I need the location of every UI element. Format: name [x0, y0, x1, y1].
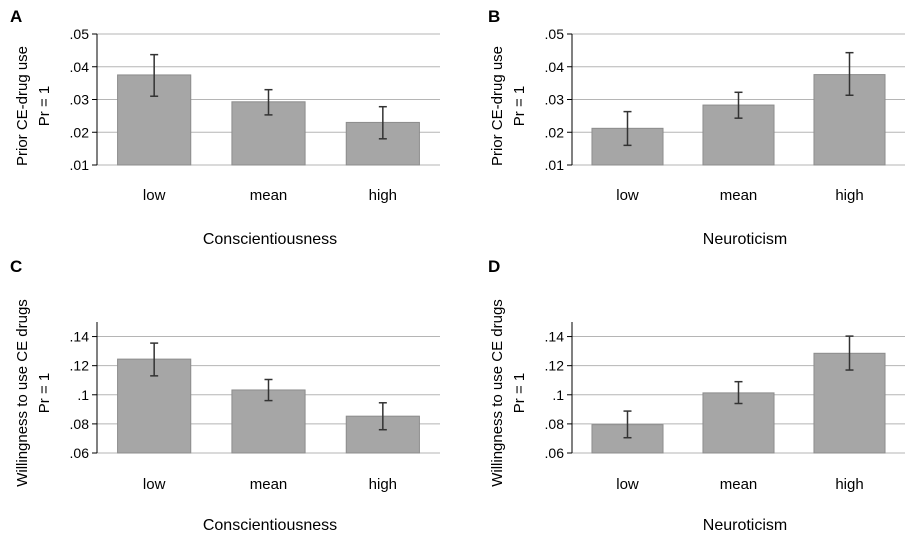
panel-letter: A	[10, 7, 22, 26]
x-axis-title: Neuroticism	[703, 231, 787, 248]
y-tick-label: .01	[70, 157, 90, 173]
y-axis-title: Willingness to use CE drugs	[489, 299, 506, 487]
x-tick-label: mean	[720, 187, 758, 204]
y-axis-title: Pr = 1	[511, 86, 528, 126]
bar-low	[591, 424, 664, 454]
y-tick-label: .12	[545, 358, 565, 374]
panel-letter: B	[488, 7, 500, 26]
x-tick-label: high	[369, 476, 397, 493]
y-tick-label: .03	[545, 92, 565, 108]
y-axis-title: Pr = 1	[511, 373, 528, 413]
x-axis-title: Conscientiousness	[203, 231, 337, 248]
x-tick-label: low	[143, 187, 166, 204]
y-tick-label: .05	[70, 26, 90, 42]
panel-a: A .01 .02 .03 .04 .05 Prior CE-drug use Pr = 1 l…	[10, 7, 440, 248]
y-tick-label: .08	[70, 416, 90, 432]
x-tick-label: mean	[720, 476, 758, 493]
y-tick-label: .06	[70, 445, 90, 461]
y-axis-title: Pr = 1	[36, 86, 53, 126]
x-tick-label: high	[835, 476, 863, 493]
panel-letter: C	[10, 257, 22, 276]
y-tick-label: .05	[545, 26, 565, 42]
y-tick-label: .14	[545, 329, 565, 345]
panel-d: D .06 .08 .1 .12 .14 Willingness to use CE dru…	[488, 257, 905, 534]
x-tick-label: mean	[250, 476, 288, 493]
panel-letter: D	[488, 257, 500, 276]
y-tick-label: .04	[70, 59, 90, 75]
x-tick-label: low	[616, 187, 639, 204]
x-axis-title: Conscientiousness	[203, 517, 337, 534]
y-axis-title: Prior CE-drug use	[14, 46, 31, 166]
y-axis-title: Willingness to use CE drugs	[14, 299, 31, 487]
y-tick-label: .03	[70, 92, 90, 108]
y-tick-label: .01	[545, 157, 565, 173]
x-tick-label: high	[835, 187, 863, 204]
y-tick-label: .1	[77, 387, 89, 403]
bar-mean	[231, 389, 306, 454]
x-tick-label: high	[369, 187, 397, 204]
y-tick-label: .02	[70, 124, 90, 140]
y-tick-label: .04	[545, 59, 565, 75]
y-tick-label: .06	[545, 445, 565, 461]
y-tick-label: .08	[545, 416, 565, 432]
y-axis-title: Pr = 1	[36, 373, 53, 413]
y-tick-label: .02	[545, 124, 565, 140]
x-tick-label: low	[616, 476, 639, 493]
panel-c: C .06 .08 .1 .12 .14 Willingness to use CE dru…	[10, 257, 440, 534]
y-tick-label: .12	[70, 358, 90, 374]
y-tick-label: .14	[70, 329, 90, 345]
y-axis-title: Prior CE-drug use	[489, 46, 506, 166]
x-tick-label: low	[143, 476, 166, 493]
x-tick-label: mean	[250, 187, 288, 204]
y-tick-label: .1	[552, 387, 564, 403]
x-axis-title: Neuroticism	[703, 517, 787, 534]
panel-b: B .01 .02 .03 .04 .05 Prior CE-drug use Pr = 1 l…	[488, 7, 905, 248]
